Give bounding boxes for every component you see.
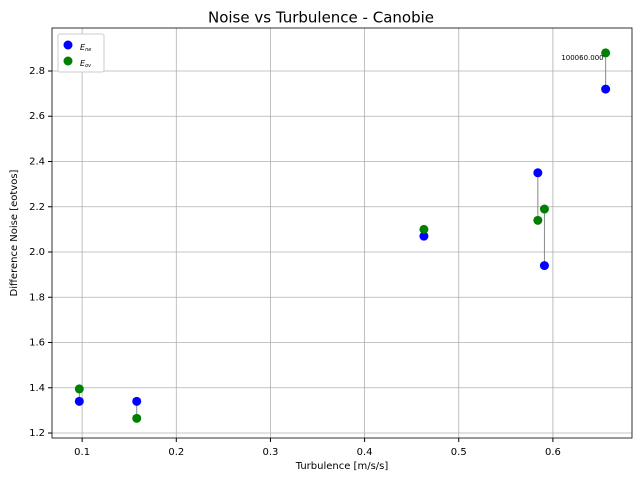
scatter-point [419,224,429,234]
x-axis-label: Turbulence [m/s/s] [295,461,389,472]
legend-marker [63,56,73,66]
x-tick-label: 0.5 [451,447,467,458]
y-tick-label: 2.6 [29,111,45,122]
scatter-point [132,413,142,423]
scatter-point [533,168,543,178]
y-tick-label: 2.0 [29,247,45,258]
y-tick-label: 2.2 [29,202,45,213]
x-tick-label: 0.6 [545,447,561,458]
x-tick-label: 0.1 [74,447,90,458]
scatter-point [539,204,549,214]
y-tick-label: 1.2 [29,428,45,439]
y-axis-label: Difference Noise [eotvos] [9,169,20,296]
chart-title: Noise vs Turbulence - Canobie [208,9,434,27]
y-tick-label: 1.4 [29,383,45,394]
scatter-point [601,48,611,58]
scatter-point [419,231,429,241]
legend-label: Eov [80,59,92,69]
x-tick-label: 0.3 [262,447,278,458]
x-tick-label: 0.2 [168,447,184,458]
y-tick-label: 1.8 [29,292,45,303]
x-tick-label: 0.4 [357,447,373,458]
scatter-point [132,396,142,406]
scatter-point [74,384,84,394]
legend-marker [63,40,73,50]
legend-label: Ene [80,43,91,53]
plot-frame [51,27,633,439]
y-tick-label: 1.6 [29,338,45,349]
y-tick-label: 2.8 [29,66,45,77]
scatter-point [533,215,543,225]
scatter-point [601,84,611,94]
scatter-point [539,261,549,271]
annotation: 100060.000 [561,54,603,62]
scatter-point [74,396,84,406]
y-tick-label: 2.4 [29,156,45,167]
